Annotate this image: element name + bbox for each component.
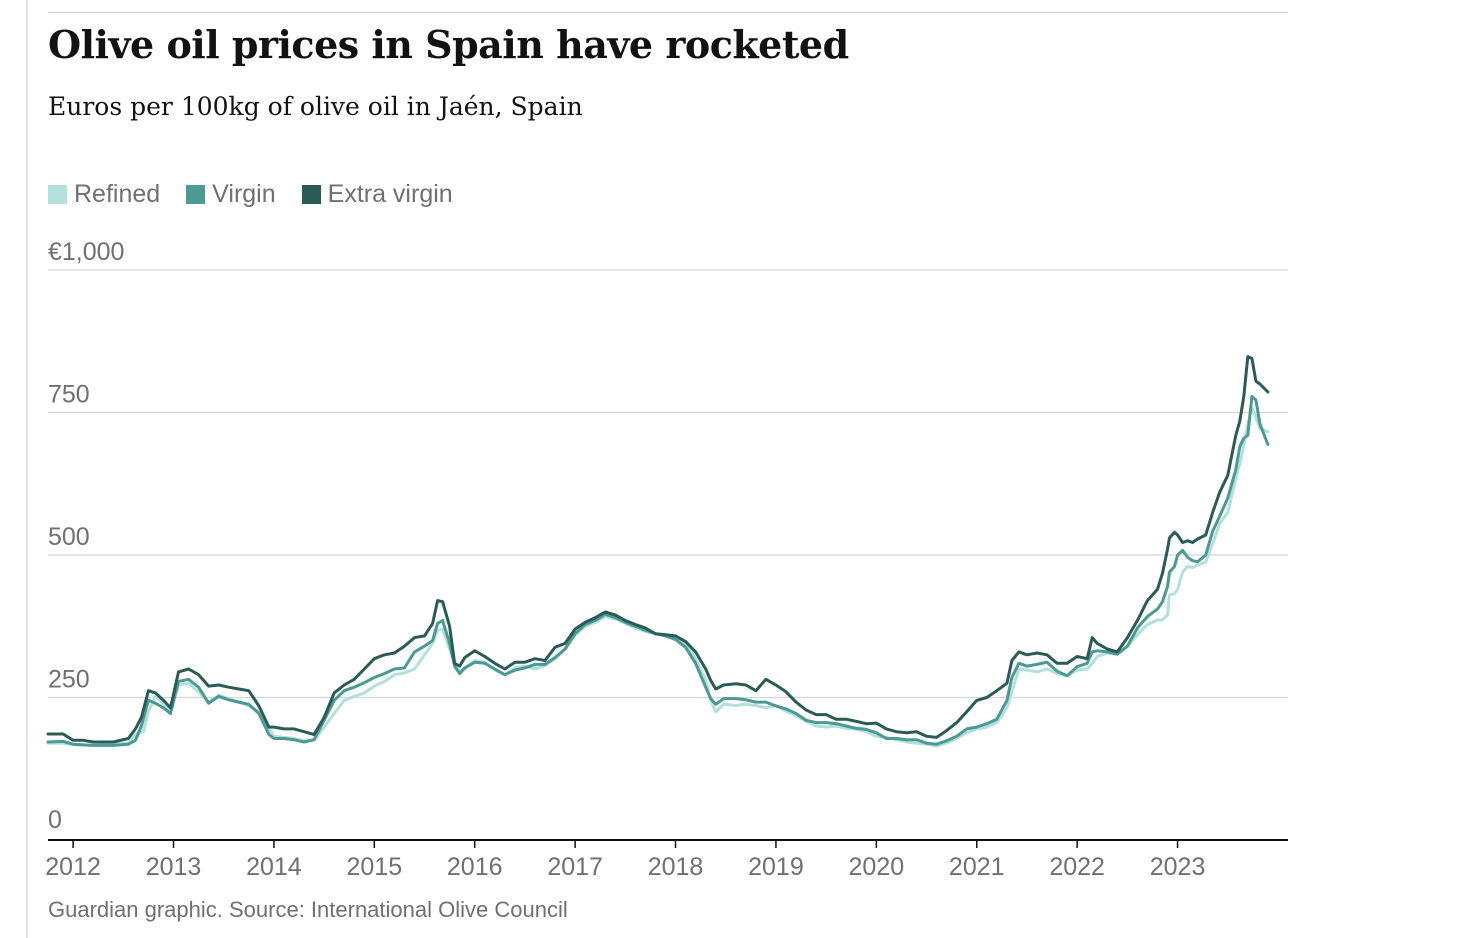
legend-item-refined: Refined: [48, 180, 160, 209]
x-tick-label: 2020: [849, 853, 905, 881]
x-tick-label: 2015: [347, 853, 403, 881]
x-tick-label: 2022: [1049, 853, 1105, 881]
legend-item-extra-virgin: Extra virgin: [301, 180, 453, 209]
legend: Refined Virgin Extra virgin: [48, 180, 479, 209]
y-tick-label: 750: [48, 381, 90, 409]
y-tick-label: 500: [48, 523, 90, 551]
legend-label-virgin: Virgin: [212, 180, 276, 208]
top-rule: [48, 12, 1288, 13]
legend-swatch-virgin: [186, 185, 206, 204]
x-tick-label: 2012: [45, 853, 101, 881]
series-line-refined: [46, 406, 1270, 748]
left-rule: [26, 0, 28, 938]
series-line-extra_virgin: [46, 355, 1270, 744]
x-tick-label: 2018: [648, 853, 704, 881]
series-line-virgin: [46, 395, 1270, 747]
legend-swatch-refined: [48, 185, 67, 204]
x-tick-label: 2023: [1150, 853, 1206, 881]
series-layer: [46, 355, 1270, 748]
x-tick-label: 2019: [748, 853, 804, 881]
source-note: Guardian graphic. Source: International …: [48, 897, 568, 922]
y-tick-label: 0: [48, 806, 62, 834]
x-tick-label: 2013: [146, 853, 202, 881]
y-tick-label: €1,000: [48, 238, 124, 266]
legend-item-virgin: Virgin: [186, 180, 276, 209]
grid-layer: [48, 269, 1288, 699]
x-tick-label: 2017: [547, 853, 603, 881]
axis-layer: 0 250 500 750 €1,000 2012 2013 2014 2015 2016 2017…: [45, 238, 1288, 881]
x-tick-label: 2016: [447, 853, 503, 881]
legend-label-refined: Refined: [74, 180, 161, 208]
x-tick-label: 2021: [949, 853, 1005, 881]
chart-title: Olive oil prices in Spain have rocketed: [48, 22, 849, 67]
legend-swatch-extra-virgin: [301, 185, 321, 204]
x-tick-label: 2014: [246, 853, 302, 881]
chart-subtitle: Euros per 100kg of olive oil in Jaén, Sp…: [48, 92, 583, 121]
legend-label-extra-virgin: Extra virgin: [327, 180, 453, 208]
y-tick-label: 250: [48, 666, 90, 694]
